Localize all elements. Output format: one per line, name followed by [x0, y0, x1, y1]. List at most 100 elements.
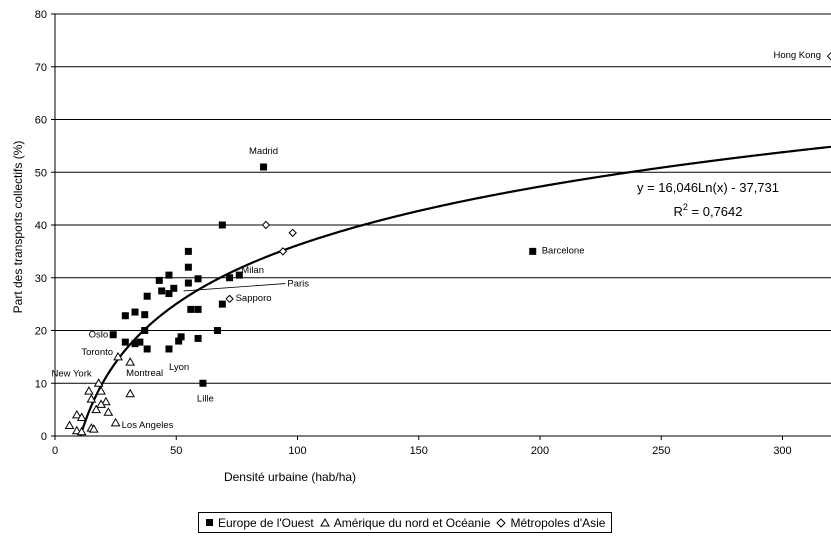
- point-triangle: [76, 426, 87, 436]
- point-square: [184, 247, 192, 255]
- point-square-milan: [235, 271, 243, 279]
- y-tick-label: 10: [35, 378, 47, 390]
- point-diamond-hong-kong: [826, 51, 831, 61]
- triangle-marker-icon: [319, 518, 330, 527]
- point-square-barcelone: [529, 247, 537, 255]
- label-new-york: New York: [52, 368, 92, 379]
- r2-value: = 0,7642: [688, 204, 743, 219]
- point-square: [131, 340, 139, 348]
- label-lyon: Lyon: [169, 362, 189, 373]
- point-square: [121, 338, 129, 346]
- point-square: [175, 337, 183, 345]
- legend-item-amerique: Amérique du nord et Océanie: [319, 515, 491, 530]
- point-square: [194, 334, 202, 342]
- label-paris: Paris: [287, 279, 309, 290]
- point-diamond-sapporo: [225, 294, 234, 304]
- trendline-equation: y = 16,046Ln(x) - 37,731: [637, 180, 779, 195]
- point-square: [194, 275, 202, 283]
- point-square: [194, 305, 202, 313]
- legend-label-amerique: Amérique du nord et Océanie: [333, 515, 491, 530]
- point-triangle-toronto: [113, 351, 123, 361]
- legend-item-europe: Europe de l'Ouest: [205, 516, 314, 530]
- y-tick-label: 50: [35, 167, 47, 179]
- point-square: [165, 271, 173, 279]
- point-square: [184, 263, 192, 271]
- label-montreal: Montreal: [126, 368, 163, 379]
- x-tick-label: 150: [410, 445, 428, 457]
- label-lille: Lille: [197, 393, 214, 404]
- label-barcelone: Barcelone: [542, 245, 585, 256]
- point-diamond: [261, 220, 271, 230]
- trendline: [79, 145, 831, 437]
- y-tick-label: 0: [41, 431, 47, 443]
- x-axis-title: Densité urbaine (hab/ha): [224, 470, 356, 484]
- diamond-marker-icon: [496, 517, 507, 528]
- point-diamond: [288, 228, 297, 238]
- point-square: [141, 311, 149, 319]
- point-square: [177, 333, 185, 341]
- data-points: [64, 51, 831, 436]
- point-square: [165, 290, 173, 298]
- point-triangle: [96, 399, 106, 408]
- y-tick-label: 30: [35, 273, 47, 285]
- axis-ticks: 0 10 20 30 40 50 60 70 80 0 50 100 150 200 250 300: [35, 9, 792, 457]
- point-triangle: [76, 412, 87, 422]
- point-square-madrid: [260, 163, 268, 171]
- point-square: [213, 327, 221, 334]
- point-square: [141, 327, 149, 334]
- point-triangle: [103, 407, 114, 416]
- x-tick-label: 250: [652, 445, 670, 457]
- label-oslo: Oslo: [89, 330, 109, 341]
- point-square-lille: [199, 379, 207, 387]
- gridlines: [55, 13, 831, 384]
- point-triangle-new-york: [93, 378, 104, 387]
- point-square: [170, 284, 178, 292]
- point-square: [187, 305, 195, 313]
- point-triangle-montreal: [125, 357, 136, 366]
- point-square: [131, 308, 139, 316]
- point-square: [184, 279, 192, 287]
- y-tick-label: 40: [35, 220, 47, 232]
- point-triangle: [71, 409, 82, 419]
- point-triangle: [88, 424, 99, 433]
- legend-label-asie: Métropoles d'Asie: [510, 515, 606, 530]
- point-diamond: [278, 247, 288, 256]
- label-leader-lines: [183, 283, 286, 292]
- legend: Europe de l'Ouest Amérique du nord et Oc…: [198, 512, 613, 533]
- label-hong-kong: Hong Kong: [773, 50, 821, 61]
- point-square: [158, 287, 166, 295]
- y-tick-label: 80: [35, 9, 47, 21]
- point-square: [155, 276, 163, 284]
- label-milan: Milan: [241, 265, 264, 276]
- y-tick-label: 60: [35, 115, 47, 127]
- square-marker-icon: [206, 519, 213, 526]
- y-axis-title: Part des transports collectifs (%): [11, 141, 25, 314]
- label-toronto: Toronto: [81, 347, 113, 358]
- point-square: [109, 331, 117, 339]
- trendline-r-squared: R2 = 0,7642: [674, 202, 743, 219]
- point-square: [143, 345, 151, 353]
- point-triangle: [101, 396, 111, 406]
- label-madrid: Madrid: [249, 146, 278, 157]
- label-los-angeles: Los Angeles: [122, 420, 174, 431]
- r2-superscript: 2: [683, 202, 688, 212]
- point-triangle: [84, 386, 94, 395]
- y-tick-label: 20: [35, 326, 47, 338]
- point-triangle-los-angeles: [110, 417, 121, 427]
- point-square: [143, 292, 151, 300]
- point-triangle: [91, 404, 102, 414]
- point-labels: Madrid Barcelone Milan Lyon Lille Toronto Mont…: [52, 50, 821, 431]
- x-tick-label: 200: [531, 445, 549, 457]
- leader-line-paris: [183, 283, 286, 292]
- point-triangle: [96, 386, 106, 395]
- x-tick-label: 0: [52, 445, 58, 457]
- x-tick-label: 50: [170, 445, 182, 457]
- point-square: [226, 274, 234, 282]
- point-triangle: [86, 394, 97, 403]
- legend-label-europe: Europe de l'Ouest: [218, 515, 314, 530]
- x-tick-label: 100: [288, 445, 306, 457]
- r2-prefix: R: [674, 204, 683, 219]
- point-square: [218, 300, 226, 308]
- label-sapporo: Sapporo: [236, 293, 272, 304]
